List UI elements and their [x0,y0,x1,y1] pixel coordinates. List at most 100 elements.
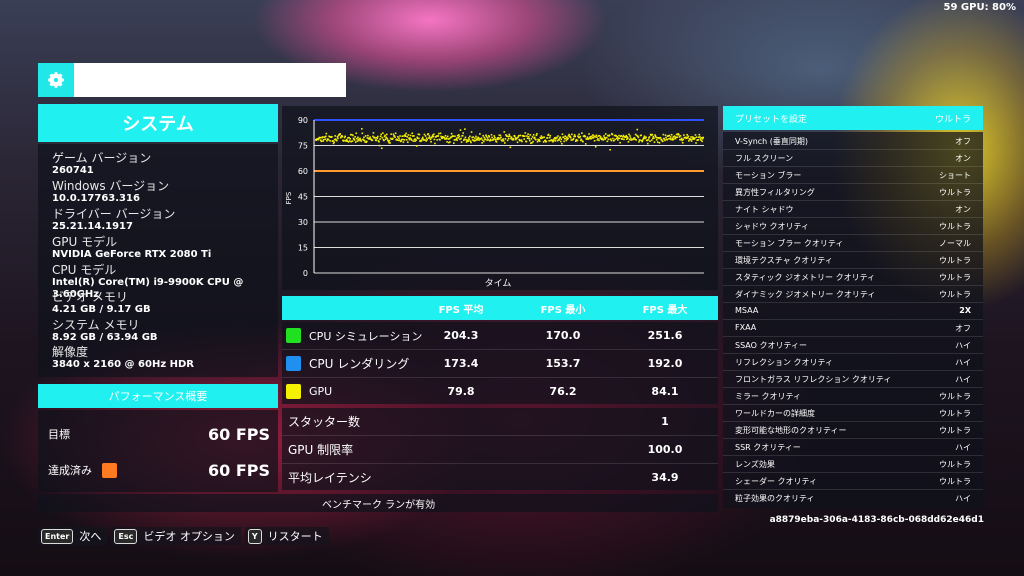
cell-avg: 79.8 [447,385,475,398]
video-options-button[interactable]: Esc ビデオ オプション [111,527,241,545]
data-point [547,134,549,137]
data-point [452,135,455,137]
data-point [401,135,404,138]
data-point [538,139,540,141]
data-point [697,139,700,141]
setting-row[interactable]: SSAO クオリティー ハイ [723,336,983,353]
setting-row[interactable]: MSAA 2X [723,302,983,319]
data-point [344,135,346,138]
data-point [599,136,602,138]
setting-row[interactable]: 変形可能な地形のクオリティー ウルトラ [723,421,983,438]
data-point [429,136,431,139]
setting-row[interactable]: リフレクション クオリティ ハイ [723,353,983,370]
data-point [385,133,388,136]
next-button[interactable]: Enter 次へ [38,527,108,545]
data-point [598,139,600,142]
setting-row[interactable]: FXAA オフ [723,319,983,336]
data-point [664,134,667,137]
data-point [609,138,612,140]
setting-row[interactable]: V-Synch (垂直同期) オフ [723,132,983,149]
setting-row[interactable]: ダイナミック ジオメトリー クオリティ ウルトラ [723,285,983,302]
setting-row[interactable]: ワールドカーの詳細度 ウルトラ [723,404,983,421]
data-point [598,134,601,137]
row-name: GPU [309,385,333,398]
data-point [471,136,473,139]
setting-row[interactable]: ナイト シャドウ オン [723,200,983,217]
data-point [551,140,554,142]
search-input[interactable] [76,63,346,99]
data-point [613,134,616,137]
data-point [435,135,438,137]
data-point [614,138,616,141]
data-point [424,135,427,137]
setting-row[interactable]: フル スクリーン オン [723,149,983,166]
setting-row[interactable]: モーション ブラー クオリティ ノーマル [723,234,983,251]
setting-row[interactable]: モーション ブラー ショート [723,166,983,183]
data-point [519,134,522,137]
data-point [527,135,530,138]
setting-row[interactable]: 異方性フィルタリング ウルトラ [723,183,983,200]
data-point [319,136,322,139]
preset-header[interactable]: プリセットを設定 ウルトラ [723,106,983,130]
setting-row[interactable]: シェーダー クオリティ ウルトラ [723,472,983,489]
cell-min: 76.2 [549,385,577,398]
data-point [356,137,358,140]
data-point [559,140,562,143]
data-point [417,133,420,136]
data-point [436,139,438,141]
data-point [627,140,630,143]
data-point [372,132,375,134]
system-item-video-memory: ビデオ メモリ 4.21 GB / 9.17 GB [52,290,151,316]
data-point [686,133,688,136]
setting-name: 粒子効果のクオリティ [735,494,815,503]
data-point [594,145,597,148]
data-point [402,141,405,143]
data-point [542,141,545,143]
stat-value: 100.0 [647,443,683,456]
setting-row[interactable]: 粒子効果のクオリティ ハイ [723,489,983,506]
setting-row[interactable]: スタティック ジオメトリー クオリティ ウルトラ [723,268,983,285]
data-point [449,141,451,143]
setting-row[interactable]: フロントガラス リフレクション クオリティ ハイ [723,370,983,387]
gpu-color-swatch [286,384,301,399]
data-point [671,137,674,140]
setting-row[interactable]: ミラー クオリティ ウルトラ [723,387,983,404]
setting-row[interactable]: SSR クオリティー ハイ [723,438,983,455]
data-point [332,140,334,142]
data-point [413,135,415,137]
setting-value: ウルトラ [939,460,971,469]
data-point [321,136,324,138]
data-point [653,141,656,143]
data-point [460,137,462,140]
gear-icon[interactable] [38,63,74,97]
data-point [664,139,666,142]
search-bar[interactable] [38,63,346,99]
data-point [447,138,450,140]
data-point [462,139,465,142]
data-point [690,140,693,142]
data-point [345,140,348,142]
setting-row[interactable]: 環境テクスチャ クオリティ ウルトラ [723,251,983,268]
setting-row[interactable]: レンズ効果 ウルトラ [723,455,983,472]
data-point [606,136,608,139]
data-point [623,138,625,141]
footer-controls: Enter 次へ Esc ビデオ オプション Y リスタート [38,527,333,545]
restart-button[interactable]: Y リスタート [244,527,329,545]
data-point [599,137,601,140]
data-point [637,136,640,139]
data-point [388,141,390,144]
data-point [525,140,528,143]
table-row: GPU 79.8 76.2 84.1 [282,378,718,405]
setting-value: ハイ [955,358,971,367]
data-point [489,138,492,141]
data-point [558,139,560,141]
data-point [699,138,702,140]
data-point [650,134,652,137]
data-point [506,139,509,142]
table-row: CPU シミュレーション 204.3 170.0 251.6 [282,322,718,349]
data-point [414,140,416,142]
setting-row[interactable]: シャドウ クオリティ ウルトラ [723,217,983,234]
data-point [420,139,423,142]
data-point [501,139,504,141]
data-point [428,135,431,137]
